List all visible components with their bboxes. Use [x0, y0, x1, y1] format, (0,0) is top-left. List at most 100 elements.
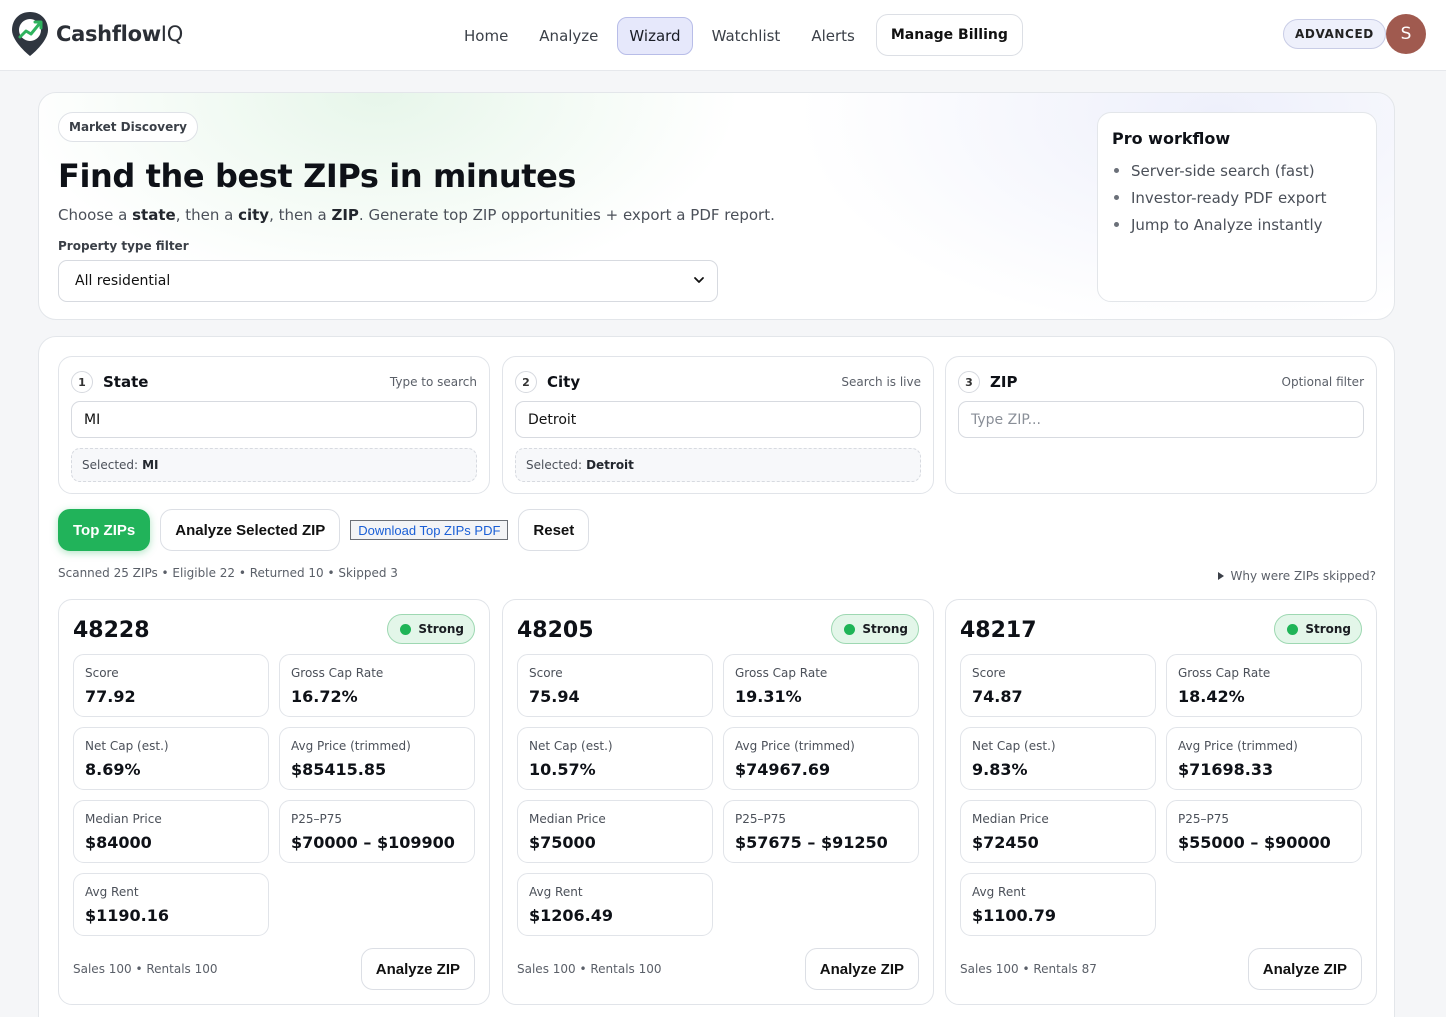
property-type-label: Property type filter — [58, 239, 189, 253]
bullet-icon — [1114, 222, 1119, 227]
metric-value: $75000 — [529, 833, 596, 852]
wizard-panel: 1 State Type to search MI Selected: MI 2 … — [38, 336, 1395, 1017]
action-bar: Top ZIPs Analyze Selected ZIP Download T… — [58, 509, 599, 551]
top-zips-button[interactable]: Top ZIPs — [58, 509, 151, 551]
top-navigation-bar: CashflowIQ Home Analyze Wizard Watchlist… — [0, 0, 1446, 71]
metric-label: P25–P75 — [1178, 812, 1230, 826]
metric-value: 77.92 — [85, 687, 136, 706]
metric-value: $70000 – $109900 — [291, 833, 455, 852]
subtitle-part: , then a — [175, 206, 239, 224]
page-subtitle: Choose a state, then a city, then a ZIP.… — [58, 206, 775, 224]
metric-label: Avg Rent — [85, 885, 139, 899]
analyze-zip-button[interactable]: Analyze ZIP — [360, 948, 475, 990]
metric-score: Score 77.92 — [73, 654, 269, 717]
step-hint: Search is live — [841, 375, 921, 389]
metric-value: 10.57% — [529, 760, 596, 779]
zip-code: 48217 — [960, 618, 1037, 643]
avatar[interactable]: S — [1386, 14, 1426, 54]
plan-badge: ADVANCED — [1283, 19, 1386, 49]
zip-sample-counts: Sales 100 • Rentals 87 — [960, 962, 1097, 976]
step-city: 2 City Search is live Detroit Selected: D… — [502, 356, 934, 494]
skipped-details-toggle[interactable]: Why were ZIPs skipped? — [1217, 569, 1376, 583]
nav-home[interactable]: Home — [464, 26, 509, 45]
list-item: Jump to Analyze instantly — [1112, 211, 1327, 238]
nav-alerts[interactable]: Alerts — [811, 26, 855, 45]
metric-avg-rent: Avg Rent $1206.49 — [517, 873, 713, 936]
metric-median-price: Median Price $84000 — [73, 800, 269, 863]
metric-value: 18.42% — [1178, 687, 1245, 706]
metric-label: Avg Price (trimmed) — [291, 739, 411, 753]
status-dot-icon — [844, 623, 856, 635]
metric-label: P25–P75 — [735, 812, 787, 826]
subtitle-part: Choose a — [58, 206, 133, 224]
status-badge: Strong — [387, 614, 475, 644]
selected-city: Selected: Detroit — [515, 448, 921, 482]
step-number: 3 — [958, 371, 980, 393]
metric-value: $1190.16 — [85, 906, 170, 925]
subtitle-part: . Generate top ZIP opportunities + expor… — [358, 206, 775, 224]
brand-name-suffix: IQ — [160, 22, 183, 46]
city-input[interactable]: Detroit — [515, 401, 921, 438]
metric-value: $74967.69 — [735, 760, 831, 779]
analyze-zip-button[interactable]: Analyze ZIP — [804, 948, 919, 990]
metric-p25-p75: P25–P75 $55000 – $90000 — [1166, 800, 1362, 863]
zip-input[interactable]: Type ZIP... — [958, 401, 1364, 438]
metric-gross-cap: Gross Cap Rate 18.42% — [1166, 654, 1362, 717]
metric-avg-price: Avg Price (trimmed) $71698.33 — [1166, 727, 1362, 790]
step-zip: 3 ZIP Optional filter Type ZIP... — [945, 356, 1377, 494]
list-item-text: Jump to Analyze instantly — [1131, 215, 1323, 234]
reset-button[interactable]: Reset — [518, 509, 590, 551]
metric-label: Net Cap (est.) — [85, 739, 169, 753]
zip-card: 48205 Strong Score 75.94 Gross Cap Rate 19… — [502, 599, 934, 1005]
metric-value: 9.83% — [972, 760, 1028, 779]
subtitle-part: , then a — [269, 206, 332, 224]
metric-label: Gross Cap Rate — [1178, 666, 1271, 680]
property-type-select[interactable]: All residential — [58, 260, 718, 302]
page-title: Find the best ZIPs in minutes — [58, 157, 577, 195]
selected-label: Selected: — [82, 458, 139, 472]
metric-score: Score 74.87 — [960, 654, 1156, 717]
download-pdf-button[interactable]: Download Top ZIPs PDF — [350, 520, 509, 540]
selected-value: MI — [142, 458, 159, 472]
metric-label: P25–P75 — [291, 812, 343, 826]
status-dot-icon — [400, 623, 412, 635]
metric-value: 19.31% — [735, 687, 802, 706]
state-input[interactable]: MI — [71, 401, 477, 438]
nav-watchlist[interactable]: Watchlist — [711, 26, 781, 45]
brand-name: CashflowIQ — [56, 22, 183, 46]
status-label: Strong — [1305, 622, 1351, 636]
selected-state: Selected: MI — [71, 448, 477, 482]
selected-label: Selected: — [526, 458, 583, 472]
brand-logo[interactable]: CashflowIQ — [10, 10, 183, 58]
step-state: 1 State Type to search MI Selected: MI — [58, 356, 490, 494]
analyze-selected-zip-button[interactable]: Analyze Selected ZIP — [160, 509, 341, 551]
list-item: Investor-ready PDF export — [1112, 184, 1327, 211]
status-badge: Strong — [1274, 614, 1362, 644]
nav-analyze[interactable]: Analyze — [539, 26, 599, 45]
metric-value: $55000 – $90000 — [1178, 833, 1331, 852]
zip-sample-counts: Sales 100 • Rentals 100 — [73, 962, 218, 976]
step-hint: Type to search — [389, 375, 477, 389]
metric-p25-p75: P25–P75 $70000 – $109900 — [279, 800, 475, 863]
zip-card: 48217 Strong Score 74.87 Gross Cap Rate 18… — [945, 599, 1377, 1005]
metric-value: $71698.33 — [1178, 760, 1274, 779]
subtitle-state: state — [132, 206, 176, 224]
metric-p25-p75: P25–P75 $57675 – $91250 — [723, 800, 919, 863]
metric-gross-cap: Gross Cap Rate 19.31% — [723, 654, 919, 717]
nav-wizard[interactable]: Wizard — [617, 16, 693, 55]
bullet-icon — [1114, 195, 1119, 200]
list-item: Server-side search (fast) — [1112, 157, 1327, 184]
status-badge: Strong — [831, 614, 919, 644]
metric-label: Avg Rent — [972, 885, 1026, 899]
brand-name-main: Cashflow — [56, 22, 161, 46]
analyze-zip-button[interactable]: Analyze ZIP — [1247, 948, 1362, 990]
metric-median-price: Median Price $75000 — [517, 800, 713, 863]
subtitle-city: city — [238, 206, 270, 224]
list-item-text: Server-side search (fast) — [1131, 161, 1315, 180]
metric-label: Median Price — [972, 812, 1049, 826]
manage-billing-button[interactable]: Manage Billing — [875, 14, 1023, 56]
metric-label: Avg Rent — [529, 885, 583, 899]
step-number: 1 — [71, 371, 93, 393]
hero-card: Market Discovery Find the best ZIPs in m… — [38, 92, 1395, 320]
metric-value: $1100.79 — [972, 906, 1057, 925]
